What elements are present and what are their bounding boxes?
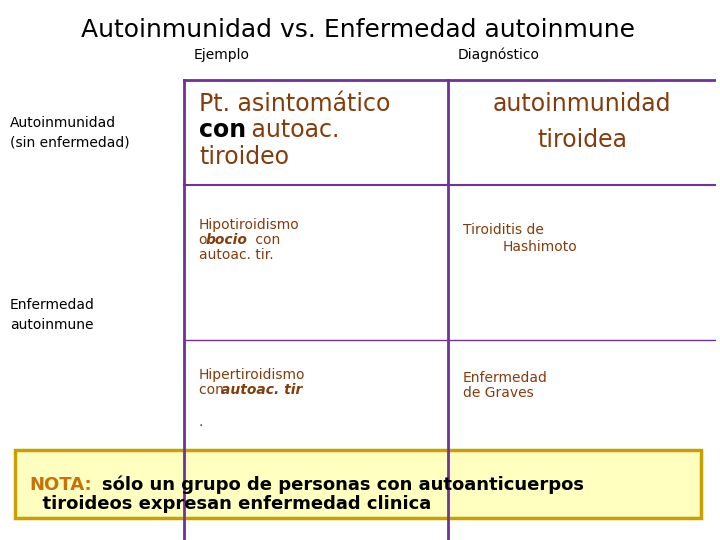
Text: Hipertiroidismo: Hipertiroidismo xyxy=(199,368,305,382)
Text: con: con xyxy=(251,233,280,247)
Text: NOTA:: NOTA: xyxy=(30,476,92,494)
Text: .: . xyxy=(199,415,203,429)
Text: Diagnóstico: Diagnóstico xyxy=(457,48,539,62)
Text: autoac.: autoac. xyxy=(243,118,339,142)
Text: tiroideo: tiroideo xyxy=(199,145,289,169)
Text: sólo un grupo de personas con autoanticuerpos: sólo un grupo de personas con autoanticu… xyxy=(102,476,585,494)
Text: Tiroiditis de: Tiroiditis de xyxy=(462,223,544,237)
Text: tiroideos expresan enfermedad clinica: tiroideos expresan enfermedad clinica xyxy=(30,495,431,513)
Text: autoac. tir.: autoac. tir. xyxy=(199,248,274,262)
Text: autoac. tir: autoac. tir xyxy=(221,383,302,397)
Text: bocio: bocio xyxy=(206,233,248,247)
Text: Autoinmunidad vs. Enfermedad autoinmune: Autoinmunidad vs. Enfermedad autoinmune xyxy=(81,18,635,42)
Text: Ejemplo: Ejemplo xyxy=(194,48,250,62)
Text: autoinmunidad
tiroidea: autoinmunidad tiroidea xyxy=(492,92,671,152)
Text: Enfermedad
autoinmune: Enfermedad autoinmune xyxy=(10,298,95,332)
Text: de Graves: de Graves xyxy=(462,386,534,400)
Text: Autoinmunidad
(sin enfermedad): Autoinmunidad (sin enfermedad) xyxy=(10,116,130,149)
Text: con: con xyxy=(199,118,246,142)
Text: Hashimoto: Hashimoto xyxy=(503,240,577,254)
Text: o: o xyxy=(199,233,212,247)
Text: Enfermedad: Enfermedad xyxy=(462,371,547,385)
Text: con: con xyxy=(199,383,228,397)
Text: Hipotiroidismo: Hipotiroidismo xyxy=(199,218,300,232)
Text: Pt. asintomático: Pt. asintomático xyxy=(199,92,390,116)
FancyBboxPatch shape xyxy=(15,450,701,518)
